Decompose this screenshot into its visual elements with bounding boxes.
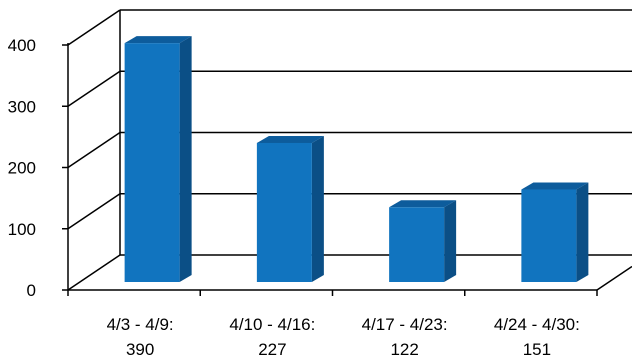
bar-2 (389, 207, 445, 282)
y-tick-label-3: 300 (8, 97, 36, 116)
y-tick-label-2: 200 (8, 159, 36, 178)
bar-side-3 (576, 182, 589, 282)
bar-1 (256, 142, 312, 282)
data-label-2: 122 (390, 340, 418, 358)
bar-side-0 (179, 36, 192, 282)
gridline-left-1 (67, 193, 121, 230)
y-tick-label-1: 100 (8, 220, 36, 239)
x-tick-label-2: 4/17 - 4/23: (362, 315, 448, 334)
data-label-3: 151 (523, 340, 551, 358)
y-tick-label-4: 400 (8, 36, 36, 55)
bar-0 (124, 43, 180, 282)
gridline-left-2 (67, 131, 121, 169)
bar-top-2 (389, 200, 457, 208)
bar-side-2 (444, 200, 457, 282)
x-tick-label-3: 4/24 - 4/30: (494, 315, 580, 334)
gridline-left-3 (67, 70, 121, 107)
bar-top-0 (124, 36, 192, 44)
bar-top-3 (521, 182, 589, 190)
floor-right-edge (596, 265, 632, 291)
bar-side-1 (311, 135, 324, 282)
data-label-1: 227 (258, 340, 286, 358)
bar-3 (521, 189, 577, 282)
data-label-0: 390 (126, 340, 154, 358)
gridline-left-4 (67, 9, 121, 46)
y-tick-label-0: 0 (27, 281, 36, 300)
bar-top-1 (256, 135, 324, 143)
gridline-left-0 (67, 254, 121, 291)
x-tick-label-0: 4/3 - 4/9: (107, 315, 174, 334)
x-tick-label-1: 4/10 - 4/16: (229, 315, 315, 334)
